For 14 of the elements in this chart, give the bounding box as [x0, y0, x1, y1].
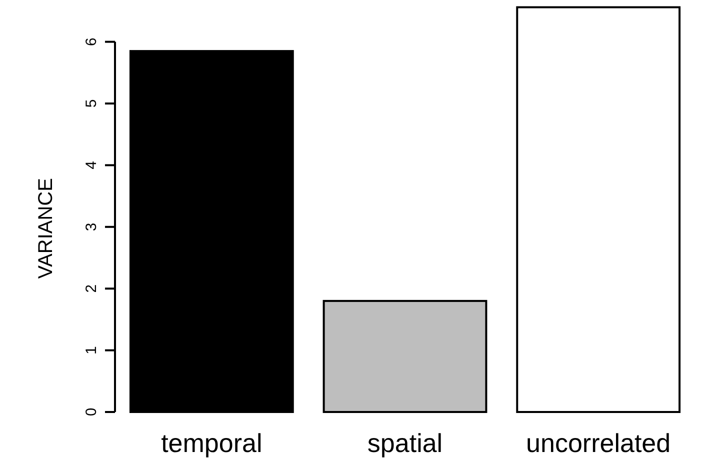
- x-tick-label: uncorrelated: [526, 428, 671, 458]
- bar: [516, 6, 681, 413]
- bar: [129, 50, 294, 413]
- x-tick-label: temporal: [161, 428, 262, 458]
- y-tick-label: 0: [83, 408, 100, 416]
- y-tick-label: 1: [83, 346, 100, 354]
- y-tick-label: 3: [83, 222, 100, 232]
- y-tick-label: 2: [83, 284, 100, 293]
- y-axis-title: VARIANCE: [35, 178, 57, 279]
- bar: [322, 300, 488, 413]
- y-tick-label: 6: [83, 38, 100, 46]
- x-tick-label: spatial: [367, 428, 443, 458]
- y-tick-label: 4: [83, 161, 100, 170]
- y-tick-label: 5: [83, 99, 100, 108]
